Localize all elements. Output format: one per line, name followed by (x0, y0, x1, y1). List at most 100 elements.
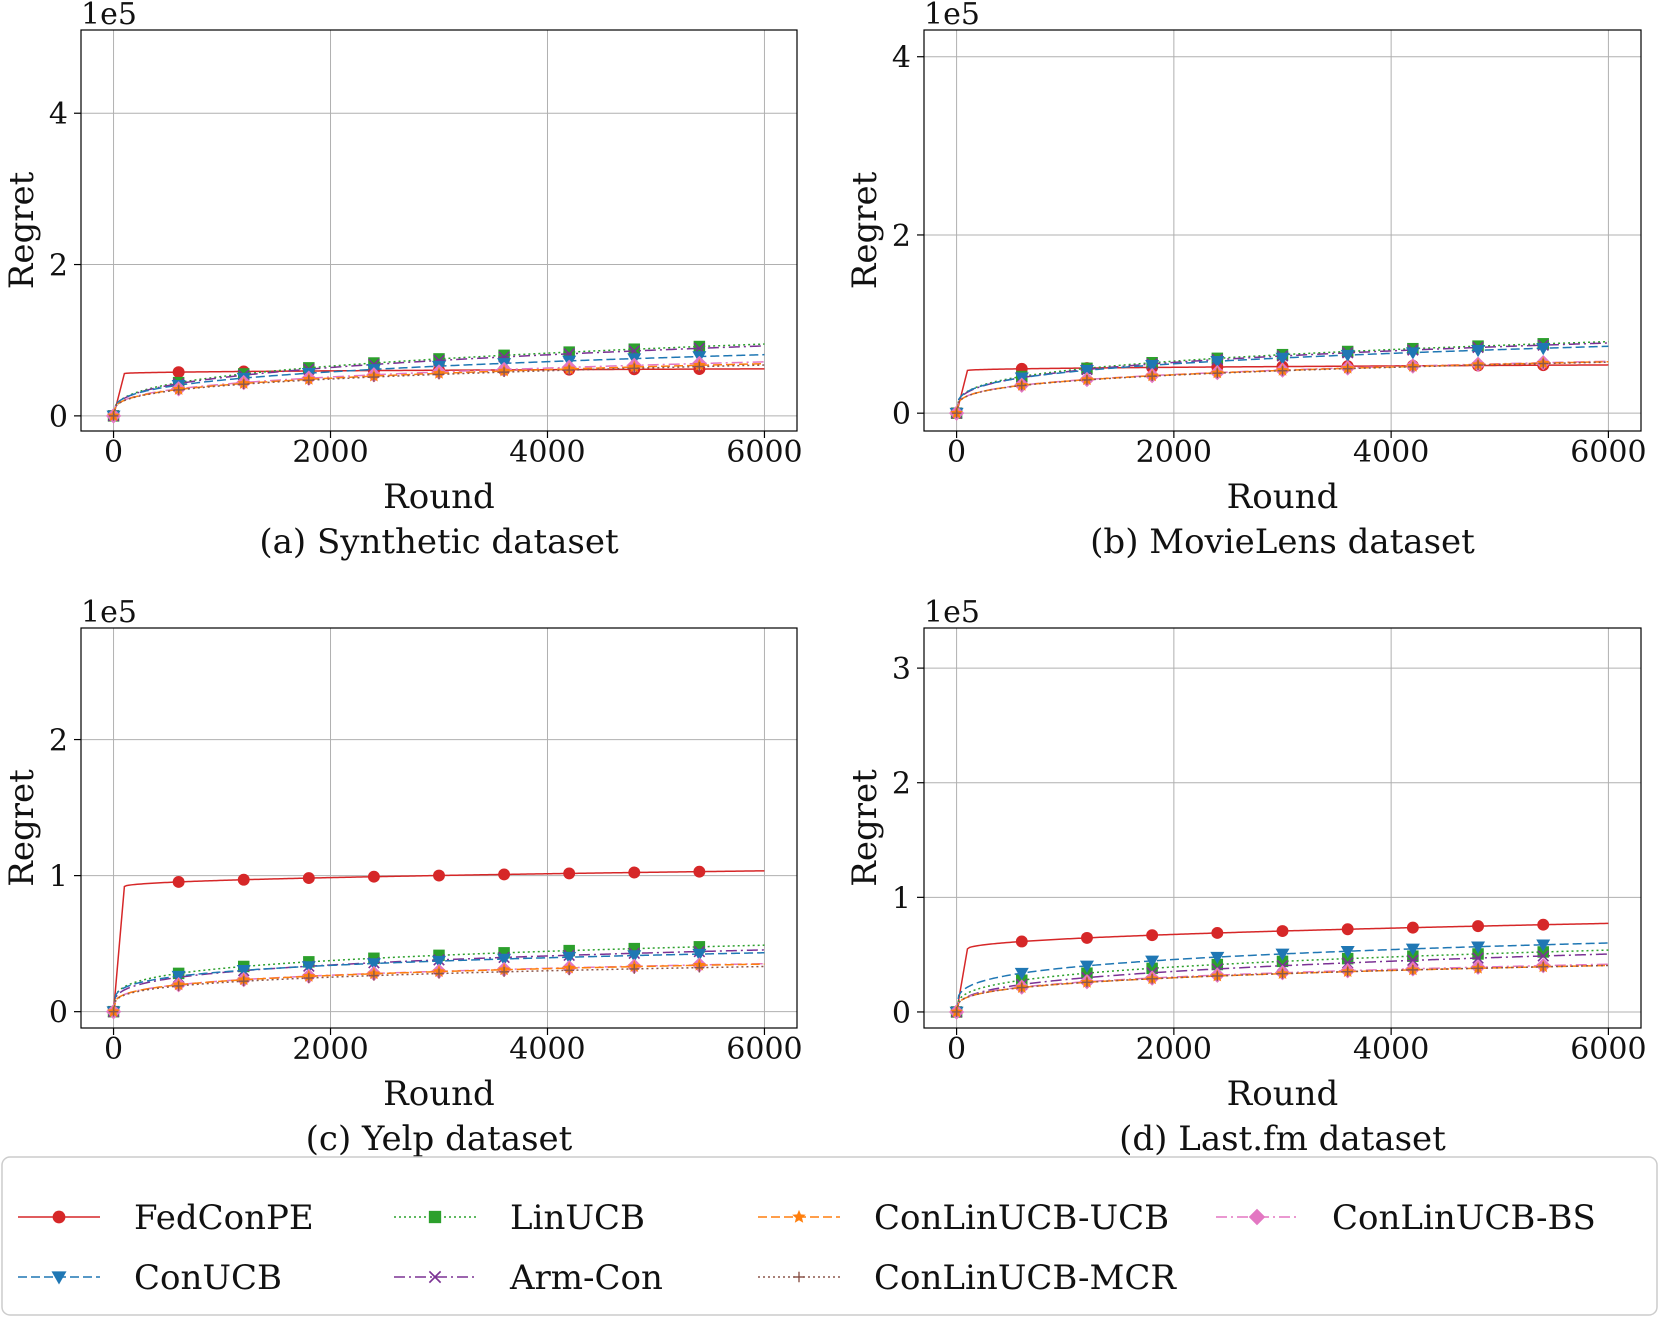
legend-marker (428, 1210, 442, 1224)
legend-item-fedconpe: FedConPE (18, 1198, 314, 1238)
data-point (1471, 345, 1486, 358)
data-point (1340, 349, 1355, 363)
data-point (1146, 962, 1158, 975)
series-line (112, 965, 765, 1012)
axes-frame (80, 627, 798, 1029)
x-tick-label: 2000 (1136, 435, 1212, 470)
data-point (173, 385, 184, 395)
data-point (432, 955, 446, 969)
data-point (1341, 923, 1354, 936)
data-point (564, 365, 575, 375)
legend-label: ConUCB (134, 1258, 282, 1298)
data-point (497, 953, 512, 966)
data-point (1276, 925, 1289, 937)
data-point (1537, 950, 1550, 962)
data-point (562, 951, 577, 965)
data-point (301, 961, 316, 974)
x-tick-label: 6000 (1570, 435, 1646, 470)
data-point (1212, 971, 1223, 981)
data-point (563, 944, 575, 957)
data-point (563, 867, 576, 880)
data-point (1538, 961, 1549, 972)
data-point (1536, 342, 1551, 356)
series-conlinucb-mcr (951, 961, 1609, 1017)
y-tick-label: 3 (892, 652, 911, 687)
y-tick-label: 1 (892, 881, 911, 916)
data-point (303, 973, 314, 983)
x-tick-label: 0 (104, 435, 123, 470)
y-offset-label: 1e5 (924, 595, 980, 630)
x-tick-label: 0 (947, 1032, 966, 1067)
data-point (628, 343, 641, 355)
data-point (1275, 948, 1290, 961)
y-axis-label: Regret (845, 769, 885, 887)
data-point (563, 346, 575, 358)
data-point (1473, 963, 1483, 974)
legend-box (1, 1156, 1658, 1316)
y-tick-label: 4 (892, 41, 911, 76)
series-line (955, 361, 1609, 414)
y-tick-label: 4 (49, 97, 68, 132)
data-point (172, 366, 185, 379)
data-point (1537, 946, 1549, 958)
panel-caption: (c) Yelp dataset (306, 1119, 573, 1159)
x-tick-label: 4000 (509, 1032, 585, 1067)
series-fedconpe (107, 865, 765, 1018)
data-point (1016, 982, 1027, 993)
data-point (1340, 945, 1355, 959)
data-point (433, 949, 445, 962)
legend-label: FedConPE (134, 1198, 314, 1238)
x-tick-label: 2000 (1136, 1032, 1212, 1067)
x-axis-label: Round (1227, 477, 1339, 517)
x-tick-label: 6000 (726, 1032, 802, 1067)
series-conucb (949, 342, 1609, 421)
data-point (1472, 948, 1484, 960)
data-point (433, 353, 445, 365)
data-point (1471, 941, 1486, 954)
x-axis-label: Round (383, 1074, 495, 1114)
legend-label: ConLinUCB-UCB (874, 1198, 1169, 1238)
data-point (1341, 952, 1354, 965)
data-point (1081, 967, 1093, 979)
data-point (1407, 950, 1419, 962)
x-axis-label: Round (383, 477, 495, 517)
panel-movielens: 0 2000 4000 6000 0 2 4 1e5 Round Regret (b) MovieL… (845, 0, 1647, 562)
y-tick-label: 0 (49, 400, 68, 435)
legend-label: Arm-Con (509, 1258, 663, 1298)
data-point (1405, 943, 1420, 956)
data-point (173, 981, 184, 991)
panel-caption: (b) MovieLens dataset (1090, 522, 1475, 562)
series-conlinucb-mcr (108, 962, 765, 1017)
legend-marker (1248, 1208, 1266, 1226)
data-point (693, 865, 706, 878)
data-point (302, 872, 315, 885)
data-point (1407, 964, 1418, 975)
panel-caption: (d) Last.fm dataset (1119, 1119, 1446, 1159)
data-point (694, 361, 705, 372)
data-point (1276, 955, 1289, 968)
legend-marker (792, 1209, 806, 1223)
legend-marker (51, 1271, 67, 1285)
data-point (1210, 356, 1225, 369)
x-tick-label: 4000 (1353, 1032, 1429, 1067)
data-point (1536, 939, 1551, 952)
data-point (1145, 359, 1160, 373)
series-conucb (106, 351, 765, 423)
data-point (108, 1006, 119, 1017)
data-point (1145, 955, 1160, 968)
y-tick-label: 0 (892, 397, 911, 432)
data-point (628, 866, 641, 879)
data-point (1342, 363, 1353, 374)
data-point (628, 942, 641, 955)
data-point (237, 873, 250, 886)
legend-item-arm-con: Arm-Con (394, 1258, 663, 1298)
data-point (1341, 957, 1354, 969)
data-point (433, 869, 445, 882)
data-point (564, 965, 575, 976)
legend: FedConPE LinUCB ConLinUCB-UCB ConLinUCB-BS C… (1, 1156, 1658, 1316)
data-point (1537, 918, 1550, 931)
data-point (1406, 921, 1419, 934)
x-tick-label: 2000 (292, 1032, 368, 1067)
plot-area (948, 918, 1609, 1020)
data-point (303, 375, 314, 386)
